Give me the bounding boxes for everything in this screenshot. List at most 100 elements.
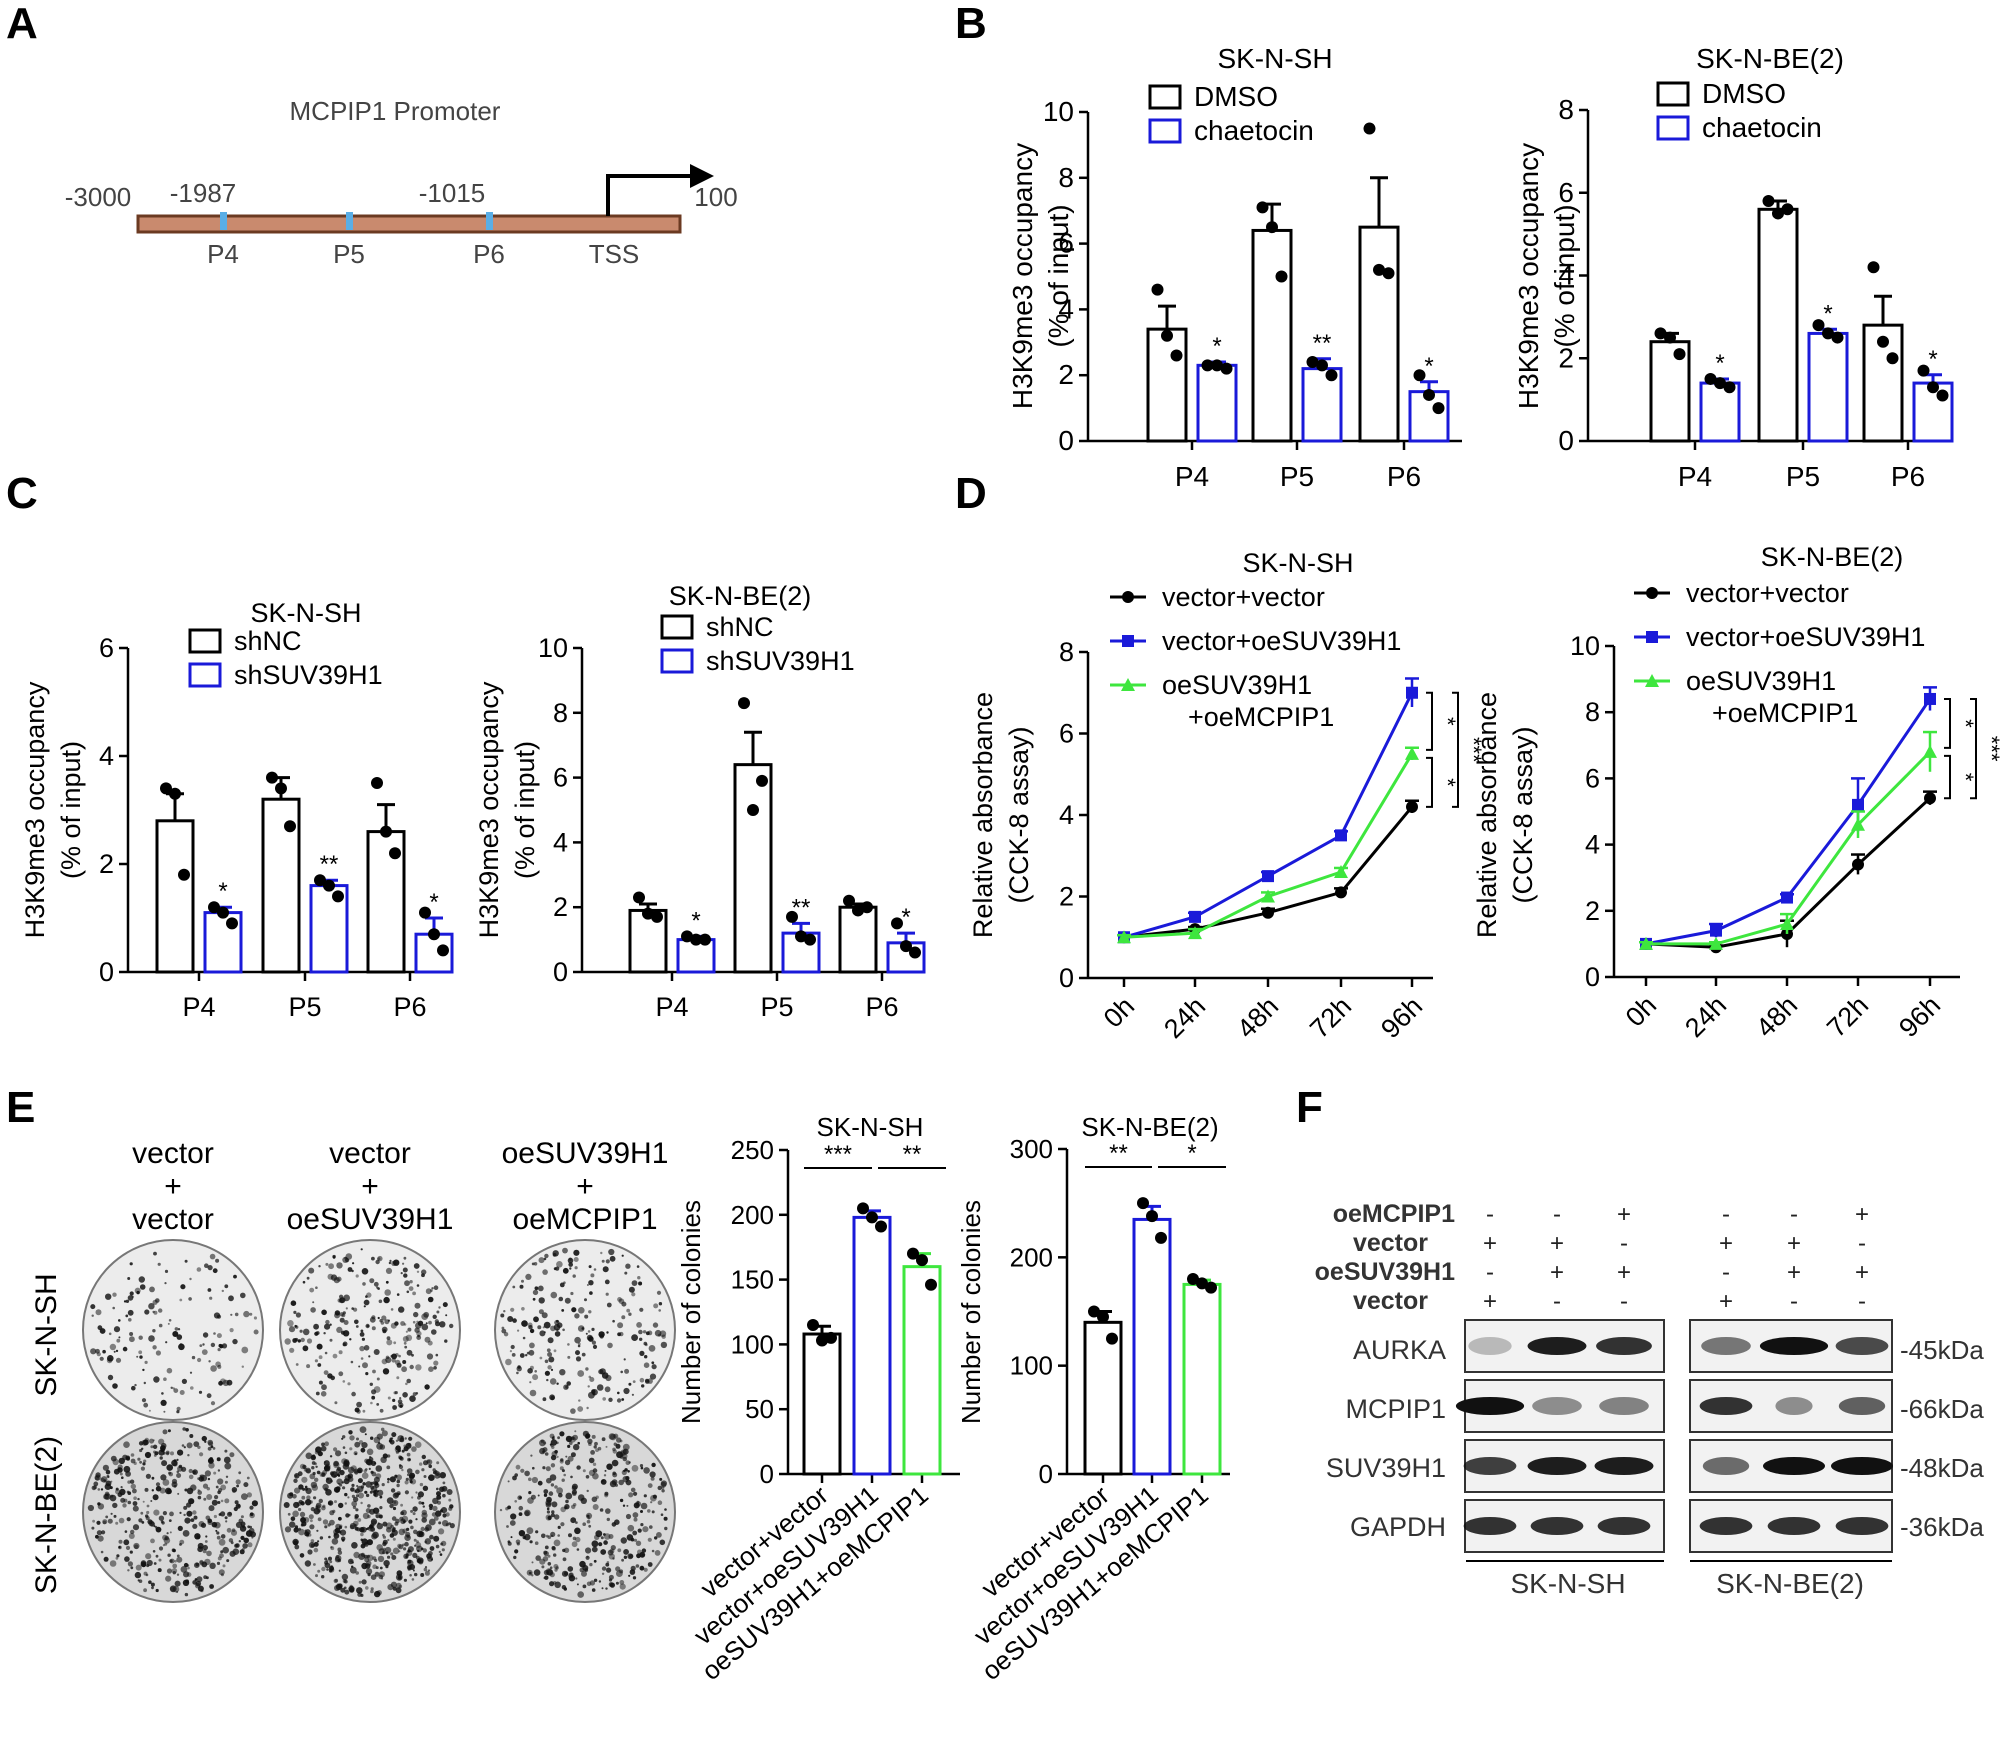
colony-dot	[530, 1454, 533, 1457]
colony-dot	[118, 1336, 121, 1339]
colony-dot	[567, 1343, 570, 1346]
colony-dot	[304, 1531, 310, 1537]
colony-dot	[99, 1356, 104, 1361]
x-tick-label: 48h	[1231, 991, 1284, 1044]
colony-dot	[344, 1492, 348, 1497]
colony-dot	[563, 1473, 566, 1477]
colony-dot	[202, 1483, 209, 1489]
colony-dot	[403, 1547, 407, 1551]
colony-dot	[421, 1454, 426, 1460]
legend-marker	[1122, 591, 1134, 603]
colony-dot	[588, 1469, 596, 1476]
colony-dot	[441, 1548, 445, 1552]
colony-dot	[398, 1306, 405, 1313]
colony-dot	[385, 1522, 393, 1530]
colony-dot	[345, 1513, 350, 1518]
colony-dot	[150, 1445, 154, 1449]
colony-dot	[215, 1258, 220, 1263]
legend-label: oeSUV39H1	[1686, 666, 1836, 696]
colony-dot	[184, 1488, 188, 1492]
colony-dot	[571, 1489, 578, 1495]
colony-dot	[609, 1480, 617, 1488]
colony-dot	[143, 1571, 148, 1576]
colony-dot	[378, 1571, 385, 1578]
colony-dot	[144, 1360, 148, 1364]
y-tick-label: 250	[731, 1135, 774, 1165]
y-tick-label: 4	[1058, 293, 1074, 324]
colony-dot	[306, 1338, 313, 1344]
colony-dot	[166, 1532, 169, 1535]
colony-dot	[208, 1505, 215, 1512]
colony-dot	[166, 1367, 173, 1374]
colony-dot	[605, 1562, 610, 1567]
colony-dot	[521, 1307, 525, 1311]
colony-dot	[606, 1463, 613, 1470]
data-point	[1867, 261, 1880, 274]
blot-band	[1463, 1517, 1517, 1535]
colony-dot	[417, 1334, 420, 1338]
colony-dot	[253, 1329, 259, 1335]
colony-dot	[664, 1508, 667, 1511]
colony-dot	[105, 1469, 111, 1475]
colony-dot	[375, 1465, 383, 1472]
colony-dot	[421, 1323, 429, 1331]
colony-dot	[427, 1296, 434, 1303]
colony-dot	[608, 1578, 613, 1582]
colony-dot	[589, 1562, 593, 1567]
colony-dot	[515, 1464, 521, 1470]
colony-dot	[249, 1505, 254, 1510]
colony-dot	[294, 1473, 300, 1479]
colony-dot	[171, 1481, 178, 1488]
colony-dot	[622, 1443, 630, 1451]
colony-dot	[424, 1384, 430, 1390]
colony-dot	[231, 1528, 236, 1532]
colony-dot	[389, 1503, 394, 1509]
colony-dot	[383, 1560, 390, 1567]
colony-dot	[222, 1564, 226, 1568]
colony-dot	[92, 1519, 95, 1523]
y-tick-label: 8	[1058, 162, 1074, 193]
y-axis-label-line: H3K9me3 occupancy	[1513, 143, 1544, 409]
colony-dot	[238, 1540, 241, 1543]
colony-dot	[570, 1436, 575, 1440]
chart-title: SK-N-SH	[1242, 548, 1353, 578]
colony-dot	[412, 1320, 416, 1324]
colony-dot	[605, 1508, 611, 1514]
colony-dot	[574, 1430, 577, 1433]
colony-dot	[367, 1527, 370, 1530]
colony-dot	[131, 1385, 136, 1391]
colony-dot	[623, 1358, 626, 1361]
colony-dot	[312, 1301, 315, 1304]
colony-dot	[314, 1359, 318, 1363]
significance-label: *	[1435, 717, 1460, 726]
colony-dot	[395, 1439, 399, 1443]
colony-dot	[631, 1393, 635, 1396]
colony-dot	[630, 1487, 636, 1493]
colony-dot	[641, 1384, 645, 1388]
colony-dot	[185, 1428, 189, 1432]
colony-dot	[176, 1410, 180, 1414]
colony-dot	[167, 1553, 171, 1557]
colony-dot	[556, 1328, 559, 1332]
colony-dot	[103, 1493, 109, 1500]
colony-dot	[217, 1469, 221, 1472]
colony-dot	[413, 1263, 420, 1269]
x-tick-label: P4	[655, 992, 688, 1022]
colony-dot	[576, 1548, 580, 1551]
colony-dot	[207, 1265, 213, 1271]
colony-dot	[525, 1354, 528, 1357]
colony-dots	[283, 1426, 455, 1598]
colony-dot	[577, 1591, 584, 1598]
data-point	[1723, 381, 1736, 394]
colony-dot	[137, 1497, 140, 1501]
colony-dot	[635, 1501, 642, 1507]
colony-dot	[320, 1445, 327, 1452]
data-point	[1927, 381, 1939, 394]
colony-dot	[207, 1446, 212, 1451]
colony-dot	[591, 1340, 597, 1345]
colony-dot	[649, 1373, 657, 1380]
colony-dot	[589, 1580, 596, 1586]
colony-dot	[664, 1526, 668, 1531]
colony-col2-line1: vector	[329, 1137, 411, 1170]
